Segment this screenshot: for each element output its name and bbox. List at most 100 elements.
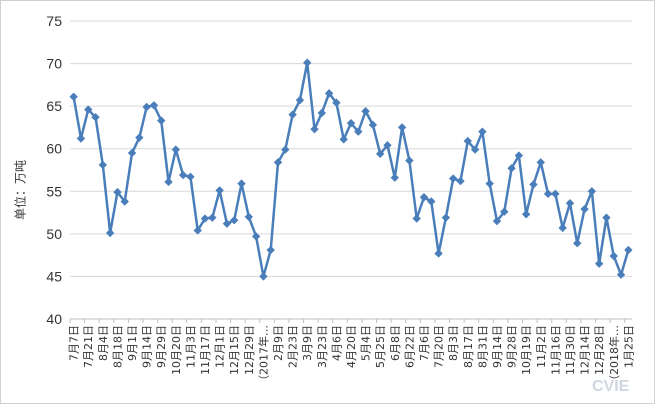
data-point: [178, 170, 188, 180]
data-point: [602, 213, 611, 222]
x-tick-label: 2月23日: [287, 325, 300, 368]
data-point: [543, 189, 553, 199]
x-tick-label: 3月9日: [301, 325, 314, 361]
data-point: [405, 156, 414, 165]
x-tick-label: 8月4日: [97, 325, 110, 361]
x-tick-label: 12月29日: [243, 325, 256, 375]
x-tick-label: 11月16日: [549, 325, 562, 375]
data-point: [288, 110, 297, 119]
x-tick-label: 6月22日: [403, 325, 416, 368]
x-tick-label: 1月25日: [622, 325, 635, 368]
data-point: [368, 120, 378, 130]
data-point: [215, 186, 224, 195]
data-point: [105, 228, 115, 238]
x-tick-label: 12月14日: [579, 325, 592, 375]
data-point: [332, 98, 341, 107]
data-point: [164, 177, 173, 187]
data-point: [412, 214, 421, 223]
axes: [69, 318, 632, 323]
data-point: [193, 226, 202, 235]
data-point: [266, 245, 275, 255]
data-point: [149, 101, 159, 110]
data-point: [463, 136, 472, 146]
data-point: [354, 127, 363, 136]
x-tick-label: 7月6日: [418, 325, 431, 361]
watermark-logo: CVIE: [592, 378, 630, 395]
x-tick-label: 2月9日: [272, 325, 285, 361]
x-tick-label: 8月17日: [462, 325, 475, 368]
data-point: [135, 133, 144, 142]
data-point: [244, 212, 254, 222]
y-tick-label: 70: [46, 56, 62, 72]
data-point: [98, 160, 108, 170]
data-point: [616, 270, 626, 279]
x-tick-label: 12月15日: [228, 325, 241, 375]
data-point: [281, 145, 290, 154]
x-tick-label: 10月19日: [520, 325, 533, 375]
data-point: [91, 113, 100, 122]
data-point: [69, 92, 78, 101]
data-point: [580, 204, 589, 214]
data-point: [237, 179, 246, 188]
x-tick-label: 10月20日: [170, 325, 183, 375]
data-point: [419, 193, 429, 202]
data-point: [142, 102, 151, 112]
x-tick-label: 8月18日: [111, 325, 124, 368]
x-tick-label: 8月3日: [447, 325, 460, 361]
x-tick-label: 7月21日: [82, 325, 95, 368]
data-point: [157, 116, 166, 125]
y-tick-label: 50: [46, 226, 62, 242]
data-point: [485, 179, 494, 188]
x-tick-label: 4月20日: [345, 325, 358, 368]
data-point: [456, 176, 465, 186]
series-points: [69, 58, 633, 281]
data-point: [120, 197, 129, 206]
data-point: [558, 223, 567, 233]
data-point: [208, 213, 217, 222]
data-point: [427, 197, 436, 206]
data-point: [397, 123, 407, 132]
x-tick-label: 12月1日: [214, 325, 227, 368]
data-point: [113, 187, 122, 197]
data-point: [573, 239, 582, 248]
data-point: [339, 135, 348, 144]
data-point: [361, 107, 370, 116]
x-tick-label: 11月2日: [535, 325, 548, 368]
data-point: [521, 210, 531, 219]
data-point: [230, 216, 239, 225]
data-point: [317, 108, 327, 118]
data-point: [529, 180, 538, 189]
data-point: [492, 216, 502, 226]
data-point: [624, 245, 633, 255]
data-point: [259, 272, 268, 281]
x-tick-label: （2017年…: [256, 325, 270, 386]
x-tick-label: 9月29日: [155, 325, 168, 368]
x-tick-label: 7月20日: [433, 325, 446, 368]
data-point: [295, 95, 305, 105]
series-lines: [72, 61, 630, 278]
data-point: [507, 164, 516, 173]
data-point: [565, 199, 575, 208]
x-tick-label: 11月17日: [199, 325, 212, 375]
y-tick-label: 75: [46, 13, 62, 29]
data-point: [186, 172, 195, 182]
x-tick-label: 5月25日: [374, 325, 387, 368]
data-point: [171, 145, 181, 154]
data-point: [551, 189, 560, 199]
data-point: [84, 105, 93, 114]
y-tick-label: 40: [46, 311, 62, 327]
data-point: [200, 214, 210, 223]
x-tick-label: 12月28日: [593, 325, 606, 375]
x-tick-label: 3月23日: [316, 325, 329, 368]
x-tick-label: 8月31日: [476, 325, 489, 368]
x-tick-label: 11月30日: [564, 325, 577, 375]
x-tick-label: 7月7日: [68, 325, 81, 361]
x-tick-labels: 7月7日 7月21日 8月4日 8月18日 9月1日 9月14日 9月29日 10月20日 11…: [68, 325, 636, 386]
data-point: [76, 134, 86, 143]
data-point: [324, 89, 334, 98]
data-point: [478, 127, 487, 136]
y-tick-label: 55: [46, 183, 62, 199]
y-axis-label: 单位：万吨: [13, 160, 28, 220]
